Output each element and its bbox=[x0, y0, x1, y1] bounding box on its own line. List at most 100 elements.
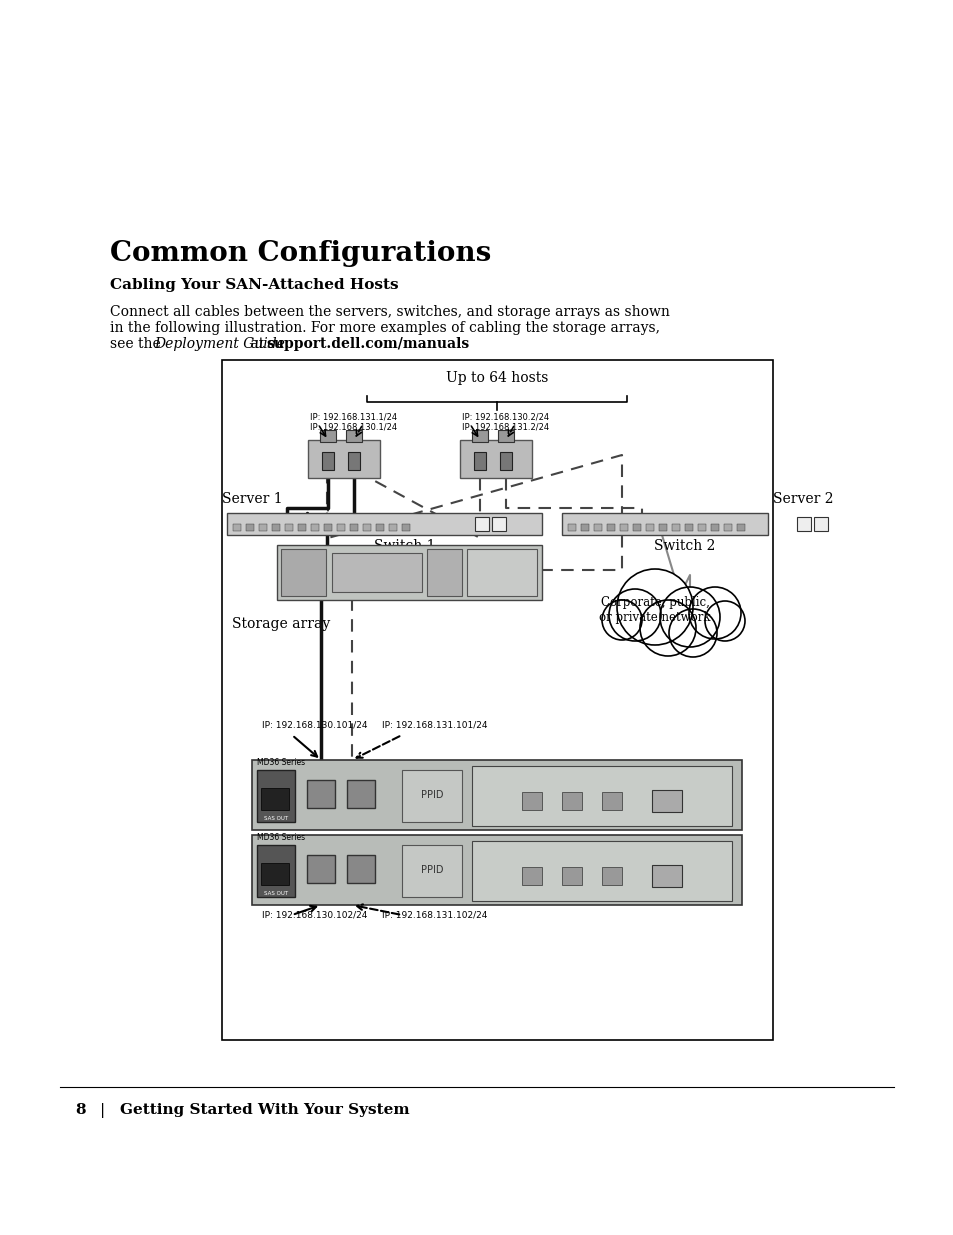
Bar bbox=[737, 524, 744, 531]
Bar bbox=[227, 513, 541, 535]
Circle shape bbox=[668, 609, 717, 657]
Text: PPID: PPID bbox=[420, 864, 443, 876]
Bar bbox=[363, 524, 371, 531]
Circle shape bbox=[608, 589, 660, 641]
Text: Getting Started With Your System: Getting Started With Your System bbox=[120, 1103, 409, 1116]
Text: IP: 192.168.130.1/24: IP: 192.168.130.1/24 bbox=[310, 424, 396, 432]
Text: Connect all cables between the servers, switches, and storage arrays as shown: Connect all cables between the servers, … bbox=[110, 305, 669, 319]
Bar bbox=[276, 545, 541, 600]
Bar bbox=[307, 781, 335, 808]
Text: SAS OUT: SAS OUT bbox=[264, 890, 288, 897]
Text: .: . bbox=[420, 337, 425, 351]
Bar bbox=[233, 524, 241, 531]
Bar bbox=[350, 524, 357, 531]
Bar bbox=[347, 855, 375, 883]
Bar bbox=[474, 452, 485, 471]
Bar bbox=[311, 524, 318, 531]
Bar bbox=[297, 524, 306, 531]
Text: IP: 192.168.131.1/24: IP: 192.168.131.1/24 bbox=[310, 412, 396, 422]
Bar bbox=[427, 550, 461, 597]
Text: IP: 192.168.131.2/24: IP: 192.168.131.2/24 bbox=[461, 424, 549, 432]
Bar bbox=[272, 524, 280, 531]
Bar bbox=[246, 524, 253, 531]
Text: IP: 192.168.131.101/24: IP: 192.168.131.101/24 bbox=[381, 721, 487, 730]
Bar bbox=[467, 550, 537, 597]
Bar bbox=[256, 769, 294, 823]
Bar bbox=[308, 440, 379, 478]
Bar bbox=[347, 781, 375, 808]
Bar bbox=[258, 524, 267, 531]
Circle shape bbox=[704, 601, 744, 641]
Bar bbox=[651, 790, 681, 811]
Bar bbox=[348, 452, 359, 471]
Circle shape bbox=[659, 587, 720, 647]
Text: Cabling Your SAN-Attached Hosts: Cabling Your SAN-Attached Hosts bbox=[110, 278, 398, 291]
Bar bbox=[336, 524, 345, 531]
Bar bbox=[332, 553, 421, 592]
Text: PPID: PPID bbox=[420, 790, 443, 800]
Text: Switch 1: Switch 1 bbox=[374, 538, 435, 553]
Bar bbox=[307, 855, 335, 883]
Bar bbox=[671, 524, 679, 531]
Bar bbox=[561, 792, 581, 810]
Bar bbox=[252, 835, 741, 905]
Bar bbox=[319, 430, 335, 442]
Bar bbox=[633, 524, 640, 531]
Bar bbox=[497, 430, 514, 442]
Bar bbox=[261, 788, 289, 810]
Bar bbox=[285, 524, 293, 531]
Bar bbox=[375, 524, 384, 531]
Bar bbox=[492, 517, 505, 531]
Bar bbox=[401, 769, 461, 823]
Text: Server 1: Server 1 bbox=[222, 492, 282, 506]
Bar bbox=[567, 524, 576, 531]
Text: at: at bbox=[246, 337, 269, 351]
Text: SAS OUT: SAS OUT bbox=[264, 816, 288, 821]
Bar bbox=[561, 513, 767, 535]
Bar bbox=[698, 524, 705, 531]
Bar bbox=[813, 517, 827, 531]
Text: in the following illustration. For more examples of cabling the storage arrays,: in the following illustration. For more … bbox=[110, 321, 659, 335]
Bar bbox=[651, 864, 681, 887]
Bar bbox=[710, 524, 719, 531]
Bar bbox=[472, 841, 731, 902]
Bar bbox=[324, 524, 332, 531]
Text: Deployment Guide: Deployment Guide bbox=[153, 337, 285, 351]
Bar bbox=[322, 452, 334, 471]
Bar bbox=[659, 524, 666, 531]
Text: IP: 192.168.131.102/24: IP: 192.168.131.102/24 bbox=[381, 910, 487, 919]
Bar bbox=[499, 452, 512, 471]
Text: Server 2: Server 2 bbox=[772, 492, 833, 506]
Text: see the: see the bbox=[110, 337, 165, 351]
Bar bbox=[401, 524, 410, 531]
Bar bbox=[521, 867, 541, 885]
Text: IP: 192.168.130.101/24: IP: 192.168.130.101/24 bbox=[262, 721, 367, 730]
Bar bbox=[252, 760, 741, 830]
Bar bbox=[684, 524, 692, 531]
Bar bbox=[580, 524, 588, 531]
Text: Switch 2: Switch 2 bbox=[654, 538, 715, 553]
Text: 8: 8 bbox=[75, 1103, 86, 1116]
Bar bbox=[561, 867, 581, 885]
Bar bbox=[645, 524, 654, 531]
Bar bbox=[601, 867, 621, 885]
Bar bbox=[619, 524, 627, 531]
Bar bbox=[346, 430, 361, 442]
Bar bbox=[796, 517, 810, 531]
Bar bbox=[222, 359, 772, 1040]
Bar bbox=[261, 863, 289, 885]
Bar bbox=[723, 524, 731, 531]
Bar bbox=[601, 792, 621, 810]
Bar bbox=[606, 524, 615, 531]
Bar bbox=[472, 430, 488, 442]
Circle shape bbox=[688, 587, 740, 638]
Text: MD36 Series: MD36 Series bbox=[256, 832, 305, 842]
Bar bbox=[401, 845, 461, 897]
Circle shape bbox=[601, 600, 641, 640]
Circle shape bbox=[617, 569, 692, 645]
Bar bbox=[472, 766, 731, 826]
Text: Common Configurations: Common Configurations bbox=[110, 240, 491, 267]
Text: IP: 192.168.130.102/24: IP: 192.168.130.102/24 bbox=[262, 910, 367, 919]
Bar bbox=[521, 792, 541, 810]
Bar bbox=[256, 845, 294, 897]
